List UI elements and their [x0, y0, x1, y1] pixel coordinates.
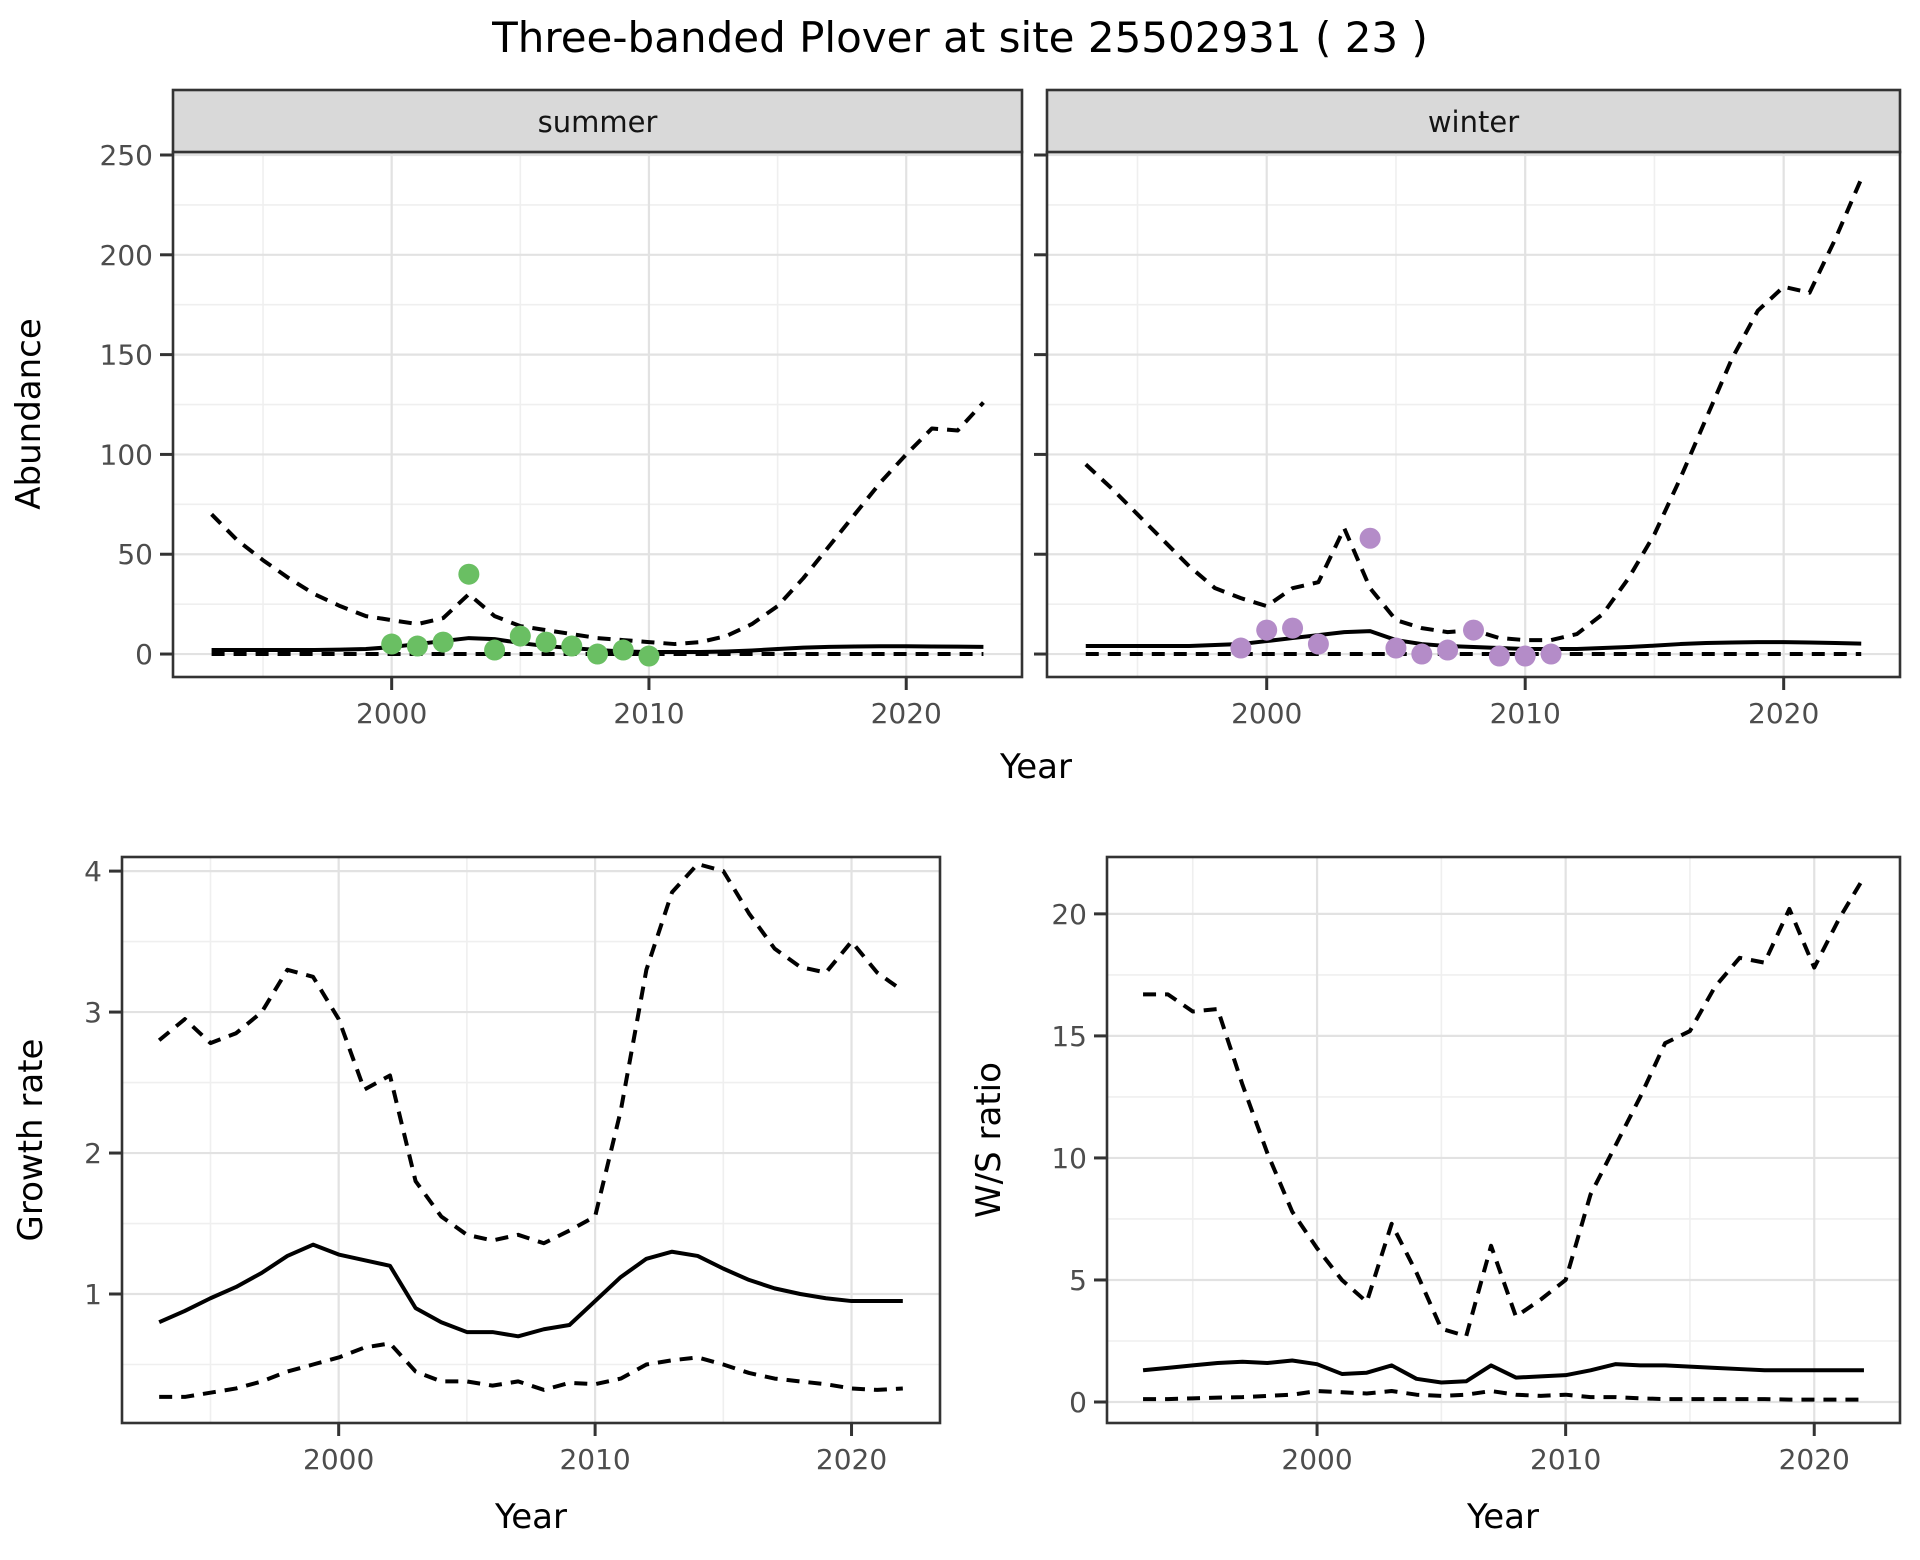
x-tick-label: 2000: [1281, 1443, 1352, 1476]
y-tick-label: 4: [84, 855, 102, 888]
growth-rate-upper-credible-limit: [157, 862, 904, 1246]
y-tick-label: 50: [117, 538, 153, 571]
panel-background: [1047, 152, 1900, 677]
y-tick-label: 100: [100, 438, 153, 471]
ws-ratio-upper-credible-limit: [1143, 876, 1866, 1339]
observed-count-point: [1230, 637, 1252, 659]
ws-ratio-median-ws-ratio: [1142, 1358, 1864, 1385]
y-tick-label: 1: [84, 1278, 102, 1311]
x-tick-label: 2020: [1779, 1443, 1850, 1476]
x-tick-label: 2020: [871, 697, 942, 730]
panel-border: [120, 855, 942, 1425]
x-tick-label: 2010: [1490, 697, 1561, 730]
observed-count-point: [1514, 645, 1536, 667]
x-tick-label: 2000: [303, 1443, 374, 1476]
growth-rate-median-growth-rate: [158, 1242, 903, 1339]
observed-count-point: [406, 635, 428, 657]
observed-count-point: [509, 625, 531, 647]
observed-count-point: [1411, 643, 1433, 665]
facet-strip-summer: [171, 88, 1024, 154]
observed-count-point: [638, 645, 660, 667]
panel-background: [122, 857, 940, 1423]
panel-growth-rate: 2000 2010 2020 1 2 3 4: [84, 855, 942, 1476]
bottom-left-year-axis-title: Year: [494, 1497, 567, 1537]
y-tick-label: 20: [1051, 898, 1087, 931]
panel-background: [173, 152, 1022, 677]
x-tick-label: 2000: [1231, 697, 1302, 730]
panel-abundance-summer: summer 2000 2010 2020 0 50 100 150 200 250: [100, 88, 1024, 730]
y-tick-label: 200: [100, 239, 153, 272]
observed-count-point: [535, 631, 557, 653]
top-year-axis-title: Year: [999, 747, 1072, 787]
y-tick-label: 10: [1051, 1142, 1087, 1175]
y-tick-label: 5: [1069, 1264, 1087, 1297]
panel-ws-ratio: 2000 2010 2020 0 5 10 15 20: [1051, 855, 1902, 1476]
observed-count-point: [1540, 643, 1562, 665]
x-tick-label: 2020: [816, 1443, 887, 1476]
observed-count-point: [1463, 619, 1484, 641]
bottom-right-year-axis-title: Year: [1466, 1497, 1539, 1537]
y-tick-label: 15: [1051, 1020, 1087, 1053]
observed-count-point: [612, 639, 634, 661]
facet-strip-label: winter: [1428, 105, 1519, 139]
observed-count-point: [432, 631, 454, 653]
x-tick-label: 2010: [1530, 1443, 1601, 1476]
observed-count-point: [458, 563, 480, 585]
facet-strip-label: summer: [538, 105, 658, 139]
summer-observed-counts: [381, 563, 660, 667]
facet-strip-winter: [1045, 88, 1902, 154]
y-tick-label: 3: [84, 996, 102, 1029]
observed-count-point: [587, 643, 608, 665]
y-tick-label: 0: [135, 638, 153, 671]
abundance-summer-upper-credible-limit: [210, 401, 985, 647]
winter-observed-counts: [1230, 527, 1562, 667]
growth-rate-axis-title: Growth rate: [11, 1039, 51, 1242]
abundance-axis-title: Abundance: [9, 318, 49, 510]
x-tick-label: 2000: [356, 697, 427, 730]
ws-ratio-lower-credible-limit: [1143, 1389, 1864, 1402]
y-tick-label: 0: [1069, 1386, 1087, 1419]
observed-count-point: [381, 633, 403, 655]
observed-count-point: [1488, 645, 1510, 667]
observed-count-point: [1359, 527, 1381, 549]
observed-count-point: [1282, 617, 1304, 639]
panel-abundance-winter: winter 2000 2010 2020: [1034, 88, 1902, 730]
observed-count-point: [1307, 633, 1329, 655]
observed-count-point: [484, 639, 506, 661]
figure-title: Three-banded Plover at site 25502931 ( 2…: [491, 13, 1428, 62]
y-tick-label: 2: [84, 1137, 102, 1170]
observed-count-point: [1385, 637, 1407, 659]
panel-border: [1105, 855, 1902, 1425]
x-tick-label: 2020: [1748, 697, 1819, 730]
observed-count-point: [1437, 639, 1459, 661]
abundance-winter-median-abundance: [1085, 629, 1862, 652]
ws-ratio-axis-title: W/S ratio: [969, 1062, 1009, 1218]
observed-count-point: [561, 635, 583, 657]
y-tick-label: 150: [100, 339, 153, 372]
y-tick-label: 250: [100, 139, 153, 172]
x-tick-label: 2010: [613, 697, 684, 730]
panel-background: [1107, 857, 1900, 1423]
x-tick-label: 2010: [559, 1443, 630, 1476]
observed-count-point: [1256, 619, 1278, 641]
